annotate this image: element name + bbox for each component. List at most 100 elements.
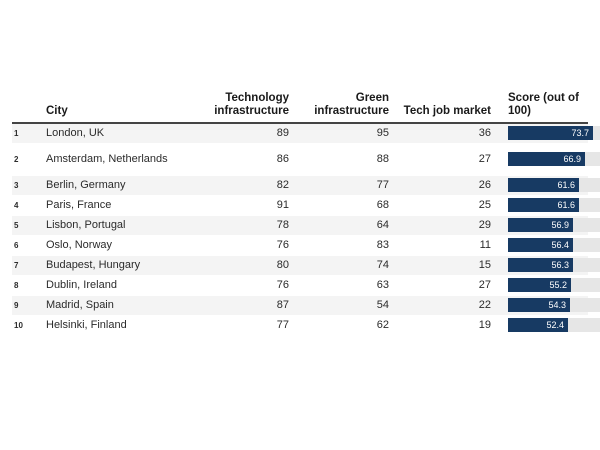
- score-bar-track: 61.6: [508, 178, 600, 192]
- tech-job-market-cell: 25: [393, 195, 495, 216]
- score-bar-track: 61.6: [508, 198, 600, 212]
- table-row: 5 Lisbon, Portugal 78 64 29 56.9: [12, 215, 600, 236]
- city-cell: Oslo, Norway: [46, 235, 171, 256]
- technology-infrastructure-cell: 87: [171, 295, 293, 316]
- rank-cell: 2: [12, 143, 46, 176]
- green-infrastructure-cell: 54: [293, 295, 393, 316]
- city-cell: Paris, France: [46, 195, 171, 216]
- score-cell: 61.6: [495, 175, 600, 196]
- header-score: Score (out of 100): [495, 92, 588, 124]
- technology-infrastructure-cell: 80: [171, 255, 293, 276]
- city-cell: London, UK: [46, 123, 171, 144]
- table-row: 1 London, UK 89 95 36 73.7: [12, 123, 600, 144]
- city-cell: Madrid, Spain: [46, 295, 171, 316]
- table-row: 7 Budapest, Hungary 80 74 15 56.3: [12, 255, 600, 276]
- score-bar: 56.4: [508, 238, 573, 252]
- score-bar: 61.6: [508, 198, 579, 212]
- rank-cell: 9: [12, 295, 46, 316]
- city-cell: Amsterdam, Netherlands: [46, 143, 171, 176]
- tech-job-market-cell: 19: [393, 315, 495, 336]
- header-tech-job-market: Tech job market: [393, 92, 495, 124]
- green-infrastructure-cell: 68: [293, 195, 393, 216]
- score-cell: 54.3: [495, 295, 600, 316]
- score-bar: 52.4: [508, 318, 568, 332]
- technology-infrastructure-cell: 78: [171, 215, 293, 236]
- table-header-row: City Technology infrastructure Green inf…: [12, 92, 588, 124]
- rank-cell: 7: [12, 255, 46, 276]
- header-green-infrastructure: Green infrastructure: [293, 92, 393, 124]
- score-cell: 61.6: [495, 195, 600, 216]
- city-cell: Berlin, Germany: [46, 175, 171, 196]
- city-cell: Budapest, Hungary: [46, 255, 171, 276]
- score-bar: 55.2: [508, 278, 571, 292]
- rank-cell: 6: [12, 235, 46, 256]
- green-infrastructure-cell: 74: [293, 255, 393, 276]
- score-bar-track: 73.7: [508, 126, 600, 141]
- score-bar: 56.3: [508, 258, 573, 272]
- rank-cell: 3: [12, 175, 46, 196]
- tech-job-market-cell: 11: [393, 235, 495, 256]
- technology-infrastructure-cell: 77: [171, 315, 293, 336]
- green-infrastructure-cell: 64: [293, 215, 393, 236]
- rank-cell: 4: [12, 195, 46, 216]
- score-cell: 56.4: [495, 235, 600, 256]
- tech-job-market-cell: 36: [393, 123, 495, 144]
- tech-job-market-cell: 15: [393, 255, 495, 276]
- technology-infrastructure-cell: 91: [171, 195, 293, 216]
- score-cell: 56.3: [495, 255, 600, 276]
- rank-cell: 1: [12, 123, 46, 144]
- score-cell: 73.7: [495, 123, 600, 144]
- score-bar-track: 56.9: [508, 218, 600, 232]
- score-bar: 66.9: [508, 152, 585, 166]
- tech-job-market-cell: 29: [393, 215, 495, 236]
- score-cell: 55.2: [495, 275, 600, 296]
- table-body: 1 London, UK 89 95 36 73.7 2 Amsterdam, Netherl…: [12, 123, 600, 336]
- score-bar-track: 56.3: [508, 258, 600, 272]
- green-infrastructure-cell: 63: [293, 275, 393, 296]
- score-cell: 56.9: [495, 215, 600, 236]
- technology-infrastructure-cell: 86: [171, 143, 293, 176]
- score-bar-track: 54.3: [508, 298, 600, 312]
- score-bar-track: 66.9: [508, 152, 600, 166]
- table-row: 9 Madrid, Spain 87 54 22 54.3: [12, 295, 600, 316]
- tech-job-market-cell: 27: [393, 275, 495, 296]
- green-infrastructure-cell: 95: [293, 123, 393, 144]
- table-row: 8 Dublin, Ireland 76 63 27 55.2: [12, 275, 600, 296]
- tech-job-market-cell: 27: [393, 143, 495, 176]
- tech-job-market-cell: 26: [393, 175, 495, 196]
- ranking-table-container: City Technology infrastructure Green inf…: [12, 92, 600, 336]
- table-row: 3 Berlin, Germany 82 77 26 61.6: [12, 175, 600, 196]
- city-cell: Lisbon, Portugal: [46, 215, 171, 236]
- score-cell: 66.9: [495, 143, 600, 176]
- score-bar-track: 52.4: [508, 318, 600, 332]
- header-rank: [12, 92, 46, 124]
- technology-infrastructure-cell: 76: [171, 275, 293, 296]
- green-infrastructure-cell: 88: [293, 143, 393, 176]
- green-infrastructure-cell: 62: [293, 315, 393, 336]
- technology-infrastructure-cell: 89: [171, 123, 293, 144]
- green-infrastructure-cell: 83: [293, 235, 393, 256]
- technology-infrastructure-cell: 82: [171, 175, 293, 196]
- header-technology-infrastructure: Technology infrastructure: [171, 92, 293, 124]
- city-cell: Helsinki, Finland: [46, 315, 171, 336]
- green-infrastructure-cell: 77: [293, 175, 393, 196]
- score-bar-track: 55.2: [508, 278, 600, 292]
- city-cell: Dublin, Ireland: [46, 275, 171, 296]
- header-city: City: [46, 92, 171, 124]
- table-row: 2 Amsterdam, Netherlands 86 88 27 66.9: [12, 143, 600, 176]
- rank-cell: 10: [12, 315, 46, 336]
- score-bar: 73.7: [508, 126, 593, 141]
- score-bar: 61.6: [508, 178, 579, 192]
- rank-cell: 5: [12, 215, 46, 236]
- score-bar: 56.9: [508, 218, 573, 232]
- tech-job-market-cell: 22: [393, 295, 495, 316]
- technology-infrastructure-cell: 76: [171, 235, 293, 256]
- table-row: 6 Oslo, Norway 76 83 11 56.4: [12, 235, 600, 256]
- score-bar: 54.3: [508, 298, 570, 312]
- table-row: 10 Helsinki, Finland 77 62 19 52.4: [12, 315, 600, 336]
- city-ranking-table: City Technology infrastructure Green inf…: [12, 92, 600, 336]
- score-bar-track: 56.4: [508, 238, 600, 252]
- score-cell: 52.4: [495, 315, 600, 336]
- table-row: 4 Paris, France 91 68 25 61.6: [12, 195, 600, 216]
- rank-cell: 8: [12, 275, 46, 296]
